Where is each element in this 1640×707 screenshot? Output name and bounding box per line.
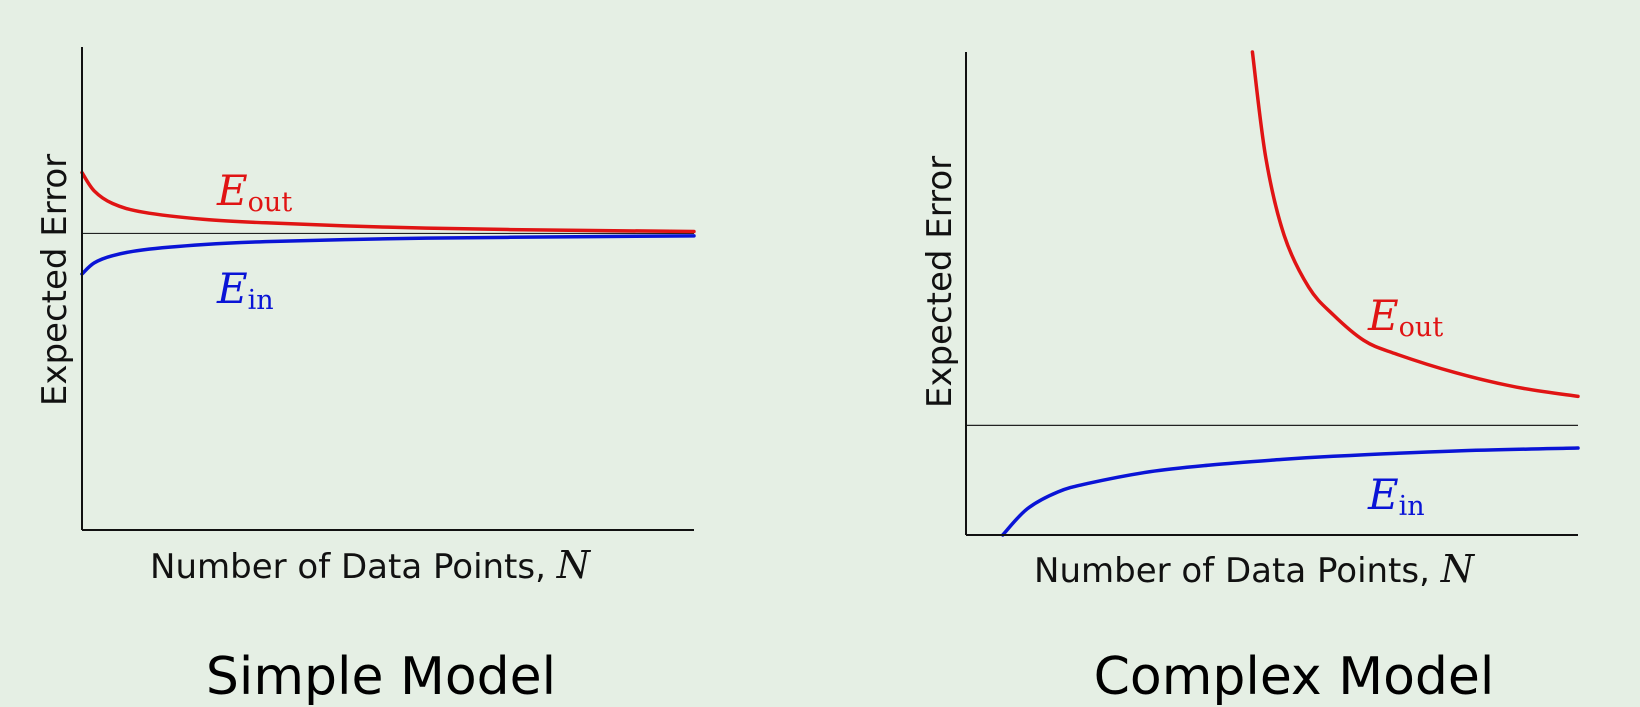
simple-ein-curve xyxy=(80,234,696,276)
complex-y-axis-label: Expected Error xyxy=(920,156,960,408)
complex-eout-curve xyxy=(1250,50,1580,399)
simple-eout-curve xyxy=(80,170,696,234)
simple-model-plot xyxy=(80,170,696,276)
complex-x-axis-label: Number of Data Points, N xyxy=(1034,547,1476,591)
simple-model-title: Simple Model xyxy=(206,647,556,707)
complex-model-title: Complex Model xyxy=(1094,647,1495,707)
complex-model-plot xyxy=(966,50,1580,537)
simple-eout-label: Eout xyxy=(216,166,292,218)
complex-ein-label: Ein xyxy=(1367,470,1425,522)
simple-x-axis-label: Number of Data Points, N xyxy=(150,543,592,587)
complex-model-panel: Expected Error Number of Data Points, N … xyxy=(920,50,1580,707)
complex-eout-label: Eout xyxy=(1367,291,1443,343)
simple-y-axis-label: Expected Error xyxy=(35,154,75,406)
simple-ein-label: Ein xyxy=(216,264,274,316)
simple-model-panel: Expected Error Number of Data Points, N … xyxy=(35,47,696,707)
complex-ein-curve xyxy=(1000,446,1580,537)
